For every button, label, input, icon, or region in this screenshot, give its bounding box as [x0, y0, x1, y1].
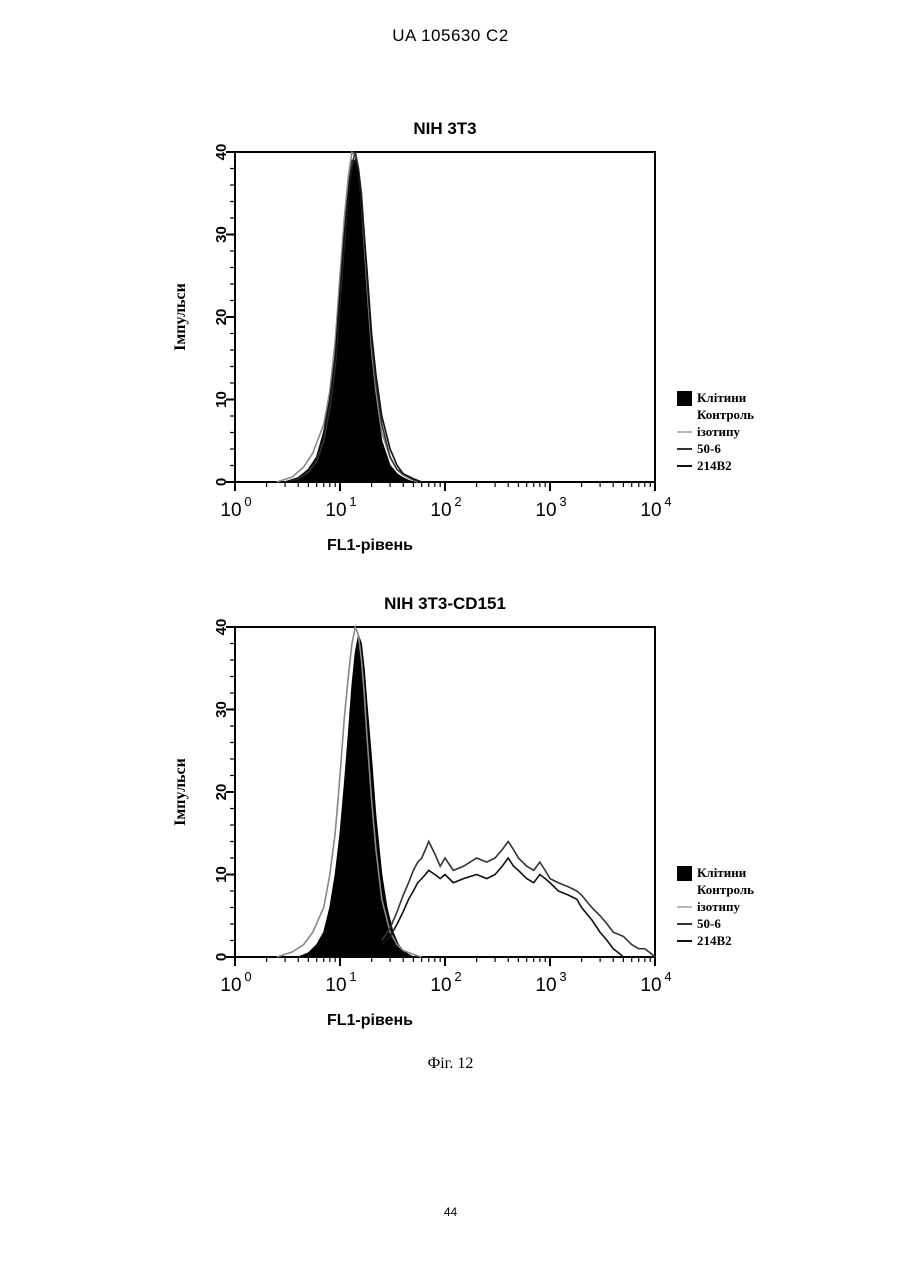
- histogram-nih3t3-cd151: NIH 3T3-CD151010203040100101102103104FL1…: [0, 580, 901, 1050]
- y-tick-label: 30: [213, 701, 230, 718]
- legend-entry: Клітини: [697, 390, 747, 405]
- plot-frame: [235, 152, 655, 482]
- x-tick-label-exponent: 4: [664, 969, 671, 984]
- y-tick-label: 40: [213, 144, 230, 161]
- chart-title: NIH 3T3-CD151: [384, 594, 506, 613]
- y-tick-label: 0: [213, 953, 230, 961]
- x-tick-label-base: 10: [220, 500, 241, 521]
- x-axis-label: FL1-рівень: [327, 537, 413, 554]
- y-tick-label: 40: [213, 619, 230, 636]
- y-tick-label: 20: [213, 309, 230, 326]
- legend-entry: 214B2: [697, 933, 732, 948]
- x-tick-label-base: 10: [535, 975, 556, 996]
- x-tick-label-exponent: 1: [349, 494, 356, 509]
- legend-entry: ізотипу: [697, 899, 740, 914]
- x-tick-label-base: 10: [640, 500, 661, 521]
- x-tick-label-base: 10: [325, 975, 346, 996]
- histogram-nih3t3: NIH 3T3010203040100101102103104FL1-рівен…: [0, 105, 901, 575]
- x-axis-label: FL1-рівень: [327, 1012, 413, 1029]
- legend-entry: ізотипу: [697, 424, 740, 439]
- y-tick-label: 0: [213, 478, 230, 486]
- y-axis-label: Імпульси: [172, 758, 189, 826]
- x-tick-label-exponent: 2: [454, 969, 461, 984]
- legend-swatch-filled: [677, 391, 692, 406]
- legend-entry: 50-6: [697, 916, 721, 931]
- legend-entry: Контроль: [697, 882, 754, 897]
- x-tick-label-exponent: 3: [559, 969, 566, 984]
- legend-swatch-filled: [677, 866, 692, 881]
- y-tick-label: 20: [213, 784, 230, 801]
- legend-entry: Контроль: [697, 407, 754, 422]
- x-tick-label-base: 10: [325, 500, 346, 521]
- legend-entry: 214B2: [697, 458, 732, 473]
- legend-entry: Клітини: [697, 865, 747, 880]
- histogram-nih3t3-cd151-svg: NIH 3T3-CD151010203040100101102103104FL1…: [0, 580, 901, 1050]
- x-tick-label-exponent: 0: [244, 969, 251, 984]
- histogram-nih3t3-svg: NIH 3T3010203040100101102103104FL1-рівен…: [0, 105, 901, 575]
- y-tick-label: 10: [213, 866, 230, 883]
- x-tick-label-base: 10: [430, 500, 451, 521]
- x-tick-label-base: 10: [535, 500, 556, 521]
- chart-title: NIH 3T3: [413, 119, 476, 138]
- x-tick-label-exponent: 4: [664, 494, 671, 509]
- x-tick-label-exponent: 2: [454, 494, 461, 509]
- y-tick-label: 10: [213, 391, 230, 408]
- x-tick-label-base: 10: [640, 975, 661, 996]
- y-axis-label: Імпульси: [172, 283, 189, 351]
- page-number: 44: [0, 1205, 901, 1219]
- y-tick-label: 30: [213, 226, 230, 243]
- x-tick-label-base: 10: [430, 975, 451, 996]
- x-tick-label-exponent: 3: [559, 494, 566, 509]
- page-header: UA 105630 C2: [0, 26, 901, 46]
- figure-caption: Фіг. 12: [0, 1055, 901, 1073]
- x-tick-label-base: 10: [220, 975, 241, 996]
- x-tick-label-exponent: 0: [244, 494, 251, 509]
- x-tick-label-exponent: 1: [349, 969, 356, 984]
- legend-entry: 50-6: [697, 441, 721, 456]
